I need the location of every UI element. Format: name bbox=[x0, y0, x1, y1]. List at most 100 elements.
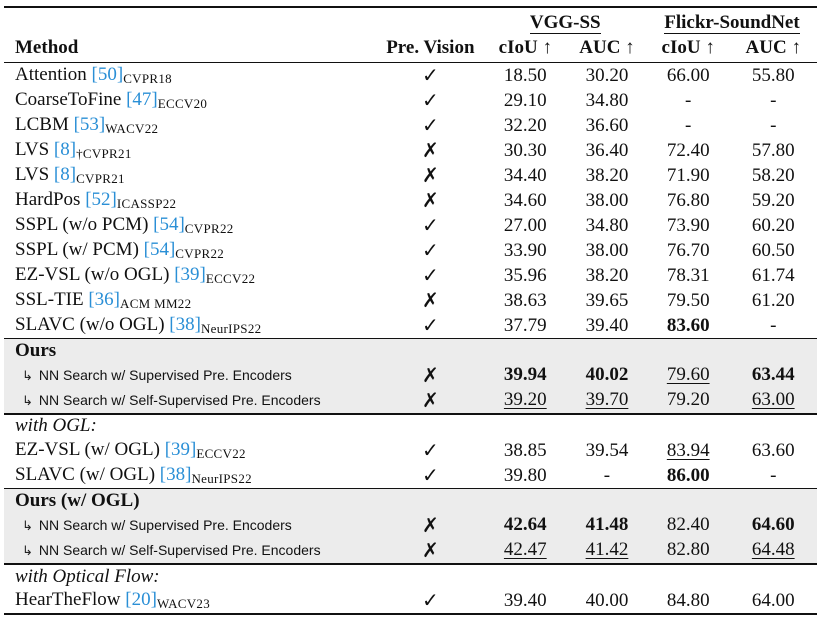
header-flickr: Flickr-SoundNet bbox=[647, 7, 817, 34]
header-spacer bbox=[377, 7, 483, 34]
check-icon: ✓ bbox=[377, 438, 483, 463]
metric-value: 30.20 bbox=[585, 64, 629, 86]
section-with-ogl-text: with OGL: bbox=[15, 415, 97, 437]
pre-vision-mark: ✗ bbox=[421, 188, 439, 212]
section-with-ogl-label: with OGL: bbox=[4, 414, 817, 438]
metric-cell-v1: 42.47 bbox=[483, 537, 568, 564]
citation-link[interactable]: [54] bbox=[153, 214, 185, 235]
section-with-ogl: with OGL: bbox=[4, 413, 817, 438]
citation-link[interactable]: [36] bbox=[88, 289, 121, 310]
method-cell: SLAVC (w/ OGL) [38]NeurIPS22 bbox=[4, 463, 377, 489]
citation-link[interactable]: [39] bbox=[164, 439, 197, 461]
header-vgg-ciou: cIoU ↑ bbox=[498, 37, 552, 58]
method-name: SLAVC (w/o OGL) bbox=[15, 314, 170, 335]
metric-value: 34.60 bbox=[503, 189, 547, 211]
metric-cell-v2: 41.42 bbox=[567, 537, 647, 564]
pre-vision-mark: ✓ bbox=[421, 113, 439, 137]
metric-value: 71.90 bbox=[666, 164, 710, 186]
check-icon: ✓ bbox=[377, 263, 483, 288]
section-with-flow-label: with Optical Flow: bbox=[4, 564, 817, 588]
metric-value: 35.96 bbox=[503, 264, 547, 286]
metric-cell-v2: 39.40 bbox=[567, 313, 647, 339]
metric-value: 38.20 bbox=[585, 264, 629, 286]
cross-icon: ✗ bbox=[377, 512, 484, 538]
sub-row-arrow-icon: ↳ bbox=[22, 517, 33, 533]
metric-value: 34.80 bbox=[585, 89, 629, 111]
sub-row-arrow-icon: ↳ bbox=[22, 542, 33, 558]
results-table: VGG-SS Flickr-SoundNet Method Pre. Visio… bbox=[4, 6, 817, 615]
metric-value: 76.70 bbox=[666, 239, 710, 261]
metric-cell-f2: - bbox=[730, 463, 818, 489]
pre-vision-mark: ✗ bbox=[421, 537, 439, 562]
method-name: SSL-TIE bbox=[15, 289, 89, 310]
citation-link[interactable]: [50] bbox=[91, 64, 124, 85]
venue-label: NeurIPS22 bbox=[191, 471, 252, 487]
venue-label: CVPR21 bbox=[76, 171, 125, 186]
header-pre-vision: Pre. Vision bbox=[386, 37, 475, 58]
citation-link[interactable]: [8] bbox=[53, 139, 77, 160]
method-cell: LVS [8]†CVPR21 bbox=[4, 138, 377, 163]
metric-value: 38.00 bbox=[585, 189, 629, 211]
metric-cell-f1: 84.80 bbox=[647, 588, 730, 614]
metric-cell-v1: 38.85 bbox=[484, 438, 567, 463]
metric-cell-v2: 36.40 bbox=[567, 138, 647, 163]
check-icon: ✓ bbox=[377, 213, 483, 238]
citation-link[interactable]: [20] bbox=[125, 589, 157, 611]
citation-link[interactable]: [47] bbox=[126, 89, 158, 110]
metric-cell-f1: 83.94 bbox=[647, 438, 730, 463]
citation-link[interactable]: [8] bbox=[53, 164, 77, 185]
metric-cell-v1: 33.90 bbox=[484, 238, 567, 263]
method-name: HardPos bbox=[15, 189, 86, 210]
metric-value: 60.50 bbox=[751, 239, 795, 261]
metric-value: 39.70 bbox=[585, 389, 629, 411]
venue-label: WACV22 bbox=[105, 121, 159, 136]
metric-cell-f2: 63.00 bbox=[729, 387, 817, 414]
method-cell: ↳ NN Search w/ Self-Supervised Pre. Encod… bbox=[4, 387, 378, 414]
metric-value: 34.80 bbox=[585, 214, 629, 236]
venue-label: WACV23 bbox=[156, 596, 211, 612]
metric-cell-f1: 86.00 bbox=[647, 463, 730, 489]
method-cell: LVS [8]CVPR21 bbox=[4, 163, 377, 188]
metric-value: 39.80 bbox=[503, 464, 547, 486]
check-icon: ✓ bbox=[377, 113, 483, 138]
metric-value: 38.00 bbox=[585, 239, 629, 261]
metric-value: 63.60 bbox=[751, 439, 795, 461]
metric-cell-v1: 39.20 bbox=[483, 387, 568, 414]
metric-cell-f1: 72.40 bbox=[647, 138, 730, 163]
method-cell: ↳ NN Search w/ Supervised Pre. Encoders bbox=[4, 512, 378, 538]
metric-value: 58.20 bbox=[751, 164, 795, 186]
method-cell: SLAVC (w/o OGL) [38]NeurIPS22 bbox=[4, 313, 377, 339]
citation-link[interactable]: [54] bbox=[143, 239, 176, 260]
header-vgg-ss: VGG-SS bbox=[484, 7, 647, 34]
metric-cell-f1: - bbox=[647, 88, 730, 113]
table-row: SLAVC (w/ OGL) [38]NeurIPS22 ✓ 39.80 - 86.00… bbox=[4, 463, 817, 489]
metric-value: 73.90 bbox=[666, 214, 710, 236]
table-row: ↳ NN Search w/ Supervised Pre. Encoders ✗ 4… bbox=[4, 512, 817, 538]
pre-vision-mark: ✗ bbox=[421, 387, 439, 412]
citation-link[interactable]: [53] bbox=[73, 114, 106, 135]
method-name: HearTheFlow bbox=[15, 589, 126, 611]
citation-link[interactable]: [52] bbox=[85, 189, 117, 210]
method-cell: HardPos [52]ICASSP22 bbox=[4, 188, 377, 213]
metric-value: - bbox=[603, 464, 611, 486]
metric-value: 39.40 bbox=[503, 589, 547, 611]
citation-link[interactable]: [38] bbox=[169, 314, 201, 335]
venue-label: ECCV20 bbox=[157, 96, 208, 111]
metric-cell-f1: 66.00 bbox=[647, 63, 730, 89]
citation-link[interactable]: [39] bbox=[174, 264, 206, 285]
pre-vision-mark: ✓ bbox=[421, 63, 439, 87]
metric-value: 84.80 bbox=[666, 589, 710, 611]
method-name: SSPL (w/o PCM) bbox=[15, 214, 154, 235]
method-name: Attention bbox=[15, 64, 92, 85]
citation-link[interactable]: [38] bbox=[159, 464, 192, 486]
metric-cell-v1: 39.80 bbox=[484, 463, 567, 489]
metric-cell-v2: 38.00 bbox=[567, 238, 647, 263]
method-cell: ↳ NN Search w/ Supervised Pre. Encoders bbox=[4, 362, 378, 388]
venue-label: CVPR22 bbox=[184, 221, 234, 236]
metric-cell-f2: - bbox=[730, 88, 818, 113]
metric-cell-f2: 63.44 bbox=[729, 362, 817, 388]
metric-value: - bbox=[770, 89, 777, 111]
metric-cell-f1: 79.50 bbox=[647, 288, 730, 313]
section-with-flow-text: with Optical Flow: bbox=[15, 565, 160, 587]
method-name: EZ-VSL (w/ OGL) bbox=[15, 439, 165, 461]
